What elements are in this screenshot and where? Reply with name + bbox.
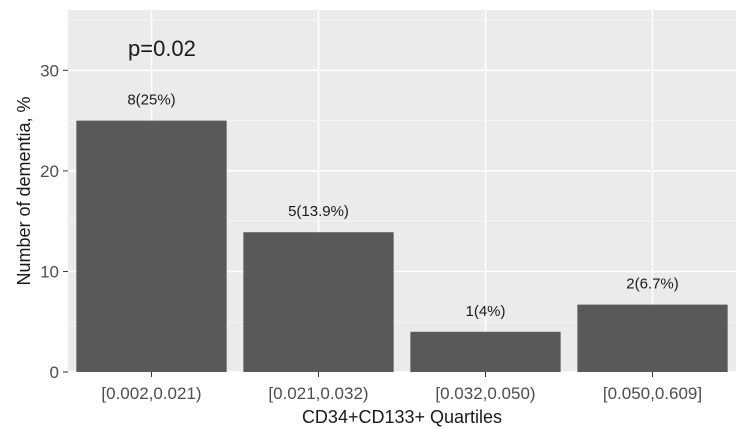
x-tick-label: [0.021,0.032): [268, 384, 368, 403]
x-tick-label: [0.050,0.609]: [603, 384, 702, 403]
y-tick-label: 30: [40, 61, 59, 80]
y-axis: 0 10 20 30: [40, 61, 68, 382]
bar: [577, 304, 728, 372]
y-tick-label: 10: [40, 262, 59, 281]
y-tick-label: 0: [50, 363, 59, 382]
bar-data-labels: 8(25%) 5(13.9%) 1(4%) 2(6.7%): [127, 92, 678, 320]
bar-data-label: 2(6.7%): [626, 276, 679, 293]
y-tick-label: 20: [40, 162, 59, 181]
bar: [76, 120, 227, 372]
x-axis-title: CD34+CD133+ Quartiles: [302, 407, 502, 427]
bar: [243, 232, 394, 372]
x-tick-label: [0.002,0.021): [101, 384, 201, 403]
p-value-annotation: p=0.02: [128, 36, 196, 61]
x-tick-label: [0.032,0.050): [435, 384, 535, 403]
bars: [76, 120, 728, 372]
bar-data-label: 8(25%): [127, 92, 175, 109]
bar: [410, 331, 561, 372]
bar-data-label: 1(4%): [465, 303, 505, 320]
y-axis-title: Number of dementia, %: [14, 96, 34, 285]
x-axis: [0.002,0.021) [0.021,0.032) [0.032,0.050) […: [101, 372, 702, 403]
bar-data-label: 5(13.9%): [288, 203, 349, 220]
